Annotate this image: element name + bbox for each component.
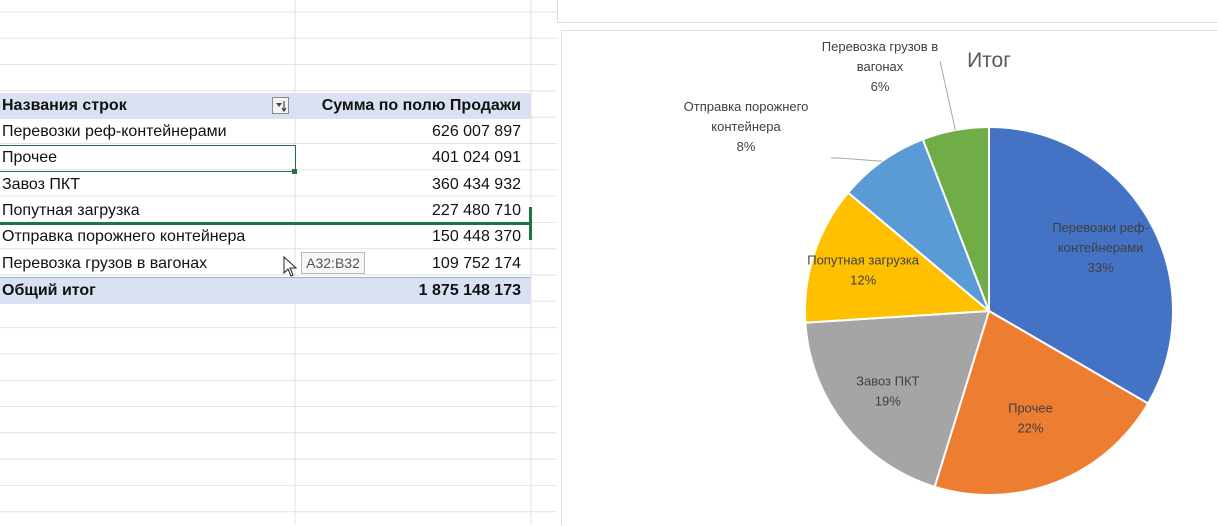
pivot-row-value: 626 007 897 [432, 123, 521, 140]
data-label-name: Перевозка грузов в [822, 39, 939, 54]
data-label-percent: 19% [875, 394, 901, 409]
data-label-percent: 6% [871, 79, 890, 94]
row-move-indicator [0, 222, 531, 225]
pivot-row-label: Прочее [2, 149, 58, 167]
pie-chart-area[interactable]: Итог Перевозки реф-контейнерами 33% Прочее 2… [561, 30, 1217, 526]
pivot-row-value: 109 752 174 [432, 254, 521, 272]
data-label-name: Попутная загрузка [807, 253, 920, 268]
pie-slice[interactable] [846, 138, 990, 312]
filter-sort-icon[interactable] [272, 97, 289, 114]
cell-selection-border [0, 145, 296, 172]
pivot-row[interactable]: Перевозка грузов в вагонах 109 752 174 [0, 251, 531, 277]
pivot-row-label: Попутная загрузка [2, 201, 140, 219]
data-label-percent: 22% [1017, 420, 1043, 435]
pivot-row-value: 401 024 091 [432, 149, 521, 167]
data-label-name: Завоз ПКТ [856, 374, 919, 389]
pivot-row[interactable]: Отправка порожнего контейнера 150 448 370 [0, 224, 531, 250]
range-tooltip: A32:B32 [301, 252, 365, 274]
leader-line [831, 157, 883, 162]
pivot-row-label: Перевозки реф-контейнерами [2, 123, 227, 140]
data-label-percent: 12% [850, 273, 876, 288]
data-label-name: Перевозки реф- [1052, 220, 1149, 235]
total-label: Общий итог [2, 282, 96, 299]
leader-line [939, 60, 956, 131]
pie-slice[interactable] [921, 125, 990, 312]
pivot-row[interactable]: Попутная загрузка 227 480 710 [0, 198, 531, 224]
sum-header: Сумма по полю Продажи [321, 97, 521, 114]
pivot-total-row[interactable]: Общий итог 1 875 148 173 [0, 277, 531, 304]
pivot-row-value: 360 434 932 [432, 175, 521, 193]
pivot-header-row: Названия строк Сумма по полю Продажи [0, 93, 531, 119]
data-label-percent: 33% [1088, 260, 1114, 275]
pivot-row[interactable]: Завоз ПКТ 360 434 932 [0, 172, 531, 198]
fill-handle[interactable] [292, 169, 297, 174]
pivot-row-label: Перевозка грузов в вагонах [2, 254, 208, 272]
row-move-indicator-end [529, 207, 532, 240]
data-label-name: вагонах [857, 59, 904, 74]
pie-slice[interactable] [933, 309, 1150, 496]
data-label-percent: 8% [737, 139, 756, 154]
pie-slice[interactable] [804, 309, 991, 489]
pivot-row[interactable]: Перевозки реф-контейнерами 626 007 897 [0, 119, 531, 145]
row-labels-header: Названия строк [2, 97, 127, 114]
pivot-row-label: Отправка порожнего контейнера [2, 228, 246, 246]
move-cursor-icon [283, 256, 298, 277]
total-value: 1 875 148 173 [418, 282, 521, 299]
pivot-row-value: 150 448 370 [432, 228, 521, 246]
pie-slice[interactable] [988, 125, 1174, 405]
data-label-name: контейнера [711, 119, 781, 134]
pie-chart: Итог Перевозки реф-контейнерами 33% Прочее 2… [684, 39, 1174, 496]
pivot-row-value: 227 480 710 [432, 201, 521, 219]
pivot-row[interactable]: Прочее 401 024 091 [0, 145, 531, 171]
chart-area-top[interactable] [557, 0, 1217, 23]
data-label-name: контейнерами [1058, 240, 1144, 255]
pie-slice[interactable] [804, 191, 992, 324]
chart-title: Итог [967, 49, 1011, 72]
data-label-name: Прочее [1008, 400, 1053, 415]
pivot-row-label: Завоз ПКТ [2, 175, 80, 193]
data-label-name: Отправка порожнего [684, 99, 809, 114]
